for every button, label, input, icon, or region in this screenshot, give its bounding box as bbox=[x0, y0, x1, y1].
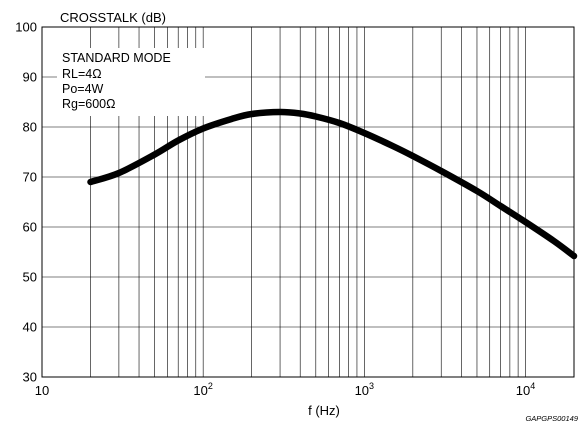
curve-layer bbox=[87, 108, 578, 260]
y-tick-label: 40 bbox=[23, 320, 37, 335]
x-tick-label: 10 bbox=[35, 383, 49, 398]
y-tick-label: 70 bbox=[23, 170, 37, 185]
y-tick-label: 90 bbox=[23, 70, 37, 85]
axes bbox=[41, 26, 575, 378]
y-tick-label: 30 bbox=[23, 370, 37, 385]
plot-frame bbox=[41, 26, 575, 378]
crosstalk-curve bbox=[87, 108, 578, 260]
annotation-background bbox=[57, 48, 205, 116]
y-tick-label: 50 bbox=[23, 270, 37, 285]
figure-id: GAPGPS00149 bbox=[525, 414, 578, 423]
x-tick-label: 104 bbox=[516, 381, 535, 398]
annotation-line: Rg=600Ω bbox=[62, 97, 115, 111]
annotation-line: Po=4W bbox=[62, 82, 104, 96]
x-tick-label: 103 bbox=[355, 381, 374, 398]
chart-title: CROSSTALK (dB) bbox=[60, 10, 166, 25]
tick-labels: 30 40 50 60 70 80 90 100 10 102 103 104 bbox=[15, 20, 535, 399]
x-tick-label: 102 bbox=[193, 381, 212, 398]
y-tick-label: 100 bbox=[15, 20, 37, 35]
annotation-box: STANDARD MODE RL=4Ω Po=4W Rg=600Ω bbox=[57, 48, 205, 116]
y-tick-label: 80 bbox=[23, 120, 37, 135]
x-axis-label: f (Hz) bbox=[308, 403, 340, 418]
annotation-line: RL=4Ω bbox=[62, 67, 102, 81]
annotation-line: STANDARD MODE bbox=[62, 51, 171, 65]
y-tick-label: 60 bbox=[23, 220, 37, 235]
